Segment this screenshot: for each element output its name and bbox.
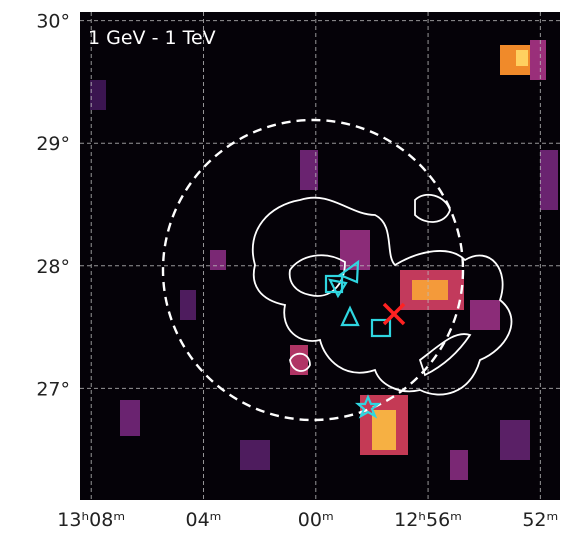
y-tick-label: 28° (36, 256, 70, 278)
y-tick-label: 27° (36, 378, 70, 400)
x-tick-label: 13ʰ08ᵐ (57, 509, 125, 531)
x-tick-label: 52ᵐ (522, 509, 558, 531)
y-tick-label: 29° (36, 133, 70, 155)
x-tick-label: 00ᵐ (298, 509, 334, 531)
energy-annotation: 1 GeV - 1 TeV (88, 27, 216, 49)
y-tick-label: 30° (36, 11, 70, 33)
x-tick-label: 04ᵐ (186, 509, 222, 531)
chart: 1 GeV - 1 TeV 30° 29° 28° 27° 13ʰ08ᵐ 04ᵐ 00ᵐ 12… (0, 0, 567, 534)
x-tick-label: 12ʰ56ᵐ (394, 509, 462, 531)
